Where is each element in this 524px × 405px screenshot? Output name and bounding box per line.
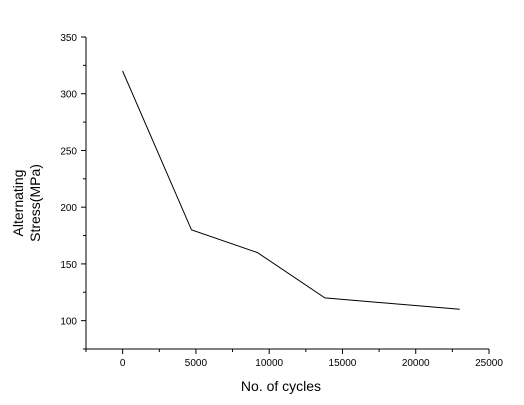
x-axis-title: No. of cycles	[241, 378, 321, 394]
y-tick-label: 350	[60, 33, 77, 44]
y-tick-label: 150	[60, 260, 77, 271]
x-tick-label: 10000	[255, 358, 283, 369]
plot-area	[122, 70, 460, 310]
x-tick-label: 0	[120, 358, 126, 369]
x-tick-label: 25000	[475, 358, 503, 369]
x-tick-label: 15000	[329, 358, 357, 369]
y-axis-title-line2: Stress(MPa)	[27, 164, 43, 242]
y-tick-label: 300	[60, 90, 77, 101]
x-tick-label: 20000	[402, 358, 430, 369]
series-line	[122, 70, 460, 310]
y-tick-label: 100	[60, 317, 77, 328]
y-tick-label: 250	[60, 146, 77, 157]
y-axis-title-line1: Alternating	[10, 170, 26, 237]
y-tick-label: 200	[60, 203, 77, 214]
x-ticks: 0 5000 10000 15000 20000 25000	[85, 349, 503, 369]
axes: 0 5000 10000 15000 20000 25000 100 150 200 250 30…	[60, 33, 503, 369]
x-tick-label: 5000	[185, 358, 208, 369]
y-ticks: 100 150 200 250 300 350	[60, 33, 86, 350]
